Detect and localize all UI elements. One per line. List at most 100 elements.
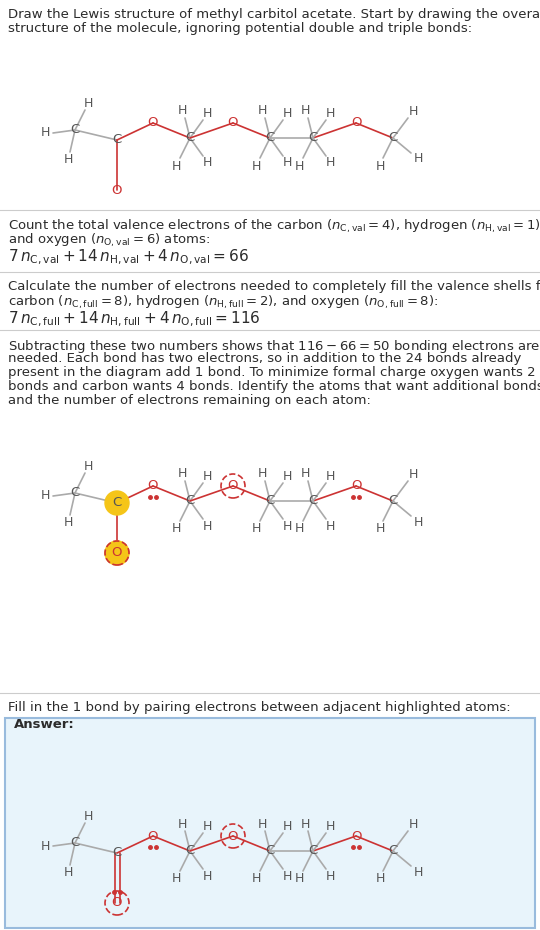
Bar [5, 718, 535, 928]
Text: O: O [351, 830, 361, 843]
Text: H: H [258, 468, 267, 481]
Text: H: H [300, 104, 309, 117]
Text: H: H [413, 153, 423, 166]
Text: H: H [177, 468, 187, 481]
Text: H: H [258, 817, 267, 830]
Text: H: H [171, 160, 181, 172]
Text: O: O [228, 480, 238, 493]
Text: C: C [70, 836, 79, 849]
Text: H: H [408, 818, 417, 831]
Text: C: C [70, 124, 79, 137]
Text: C: C [388, 131, 397, 144]
Text: H: H [300, 817, 309, 830]
Text: H: H [202, 108, 212, 121]
Text: C: C [265, 131, 275, 144]
Text: C: C [308, 844, 318, 857]
Text: O: O [148, 116, 158, 129]
Text: H: H [63, 153, 73, 166]
Text: H: H [325, 108, 335, 121]
Text: H: H [251, 872, 261, 885]
Text: H: H [300, 468, 309, 481]
Text: H: H [83, 460, 93, 473]
Text: H: H [294, 160, 303, 172]
Text: C: C [308, 495, 318, 508]
Text: H: H [83, 811, 93, 823]
Text: needed. Each bond has two electrons, so in addition to the 24 bonds already: needed. Each bond has two electrons, so … [8, 352, 522, 365]
Text: C: C [265, 844, 275, 857]
Text: C: C [185, 495, 194, 508]
Text: O: O [112, 547, 122, 560]
Text: C: C [70, 486, 79, 499]
Text: H: H [282, 108, 292, 121]
Text: H: H [375, 523, 384, 536]
Text: O: O [228, 116, 238, 129]
Text: O: O [351, 116, 361, 129]
Text: present in the diagram add 1 bond. To minimize formal charge oxygen wants 2: present in the diagram add 1 bond. To mi… [8, 366, 536, 379]
Text: H: H [282, 870, 292, 883]
Circle shape [105, 541, 129, 565]
Text: C: C [388, 495, 397, 508]
Text: H: H [325, 870, 335, 883]
Text: O: O [351, 480, 361, 493]
Text: and oxygen ($n_{\mathrm{O,val}} = 6$) atoms:: and oxygen ($n_{\mathrm{O,val}} = 6$) at… [8, 232, 210, 249]
Text: H: H [177, 817, 187, 830]
Circle shape [105, 491, 129, 515]
Text: H: H [202, 520, 212, 533]
Text: C: C [185, 131, 194, 144]
Text: bonds and carbon wants 4 bonds. Identify the atoms that want additional bonds: bonds and carbon wants 4 bonds. Identify… [8, 380, 540, 393]
Text: $7\,n_{\mathrm{C,full}} + 14\,n_{\mathrm{H,full}} + 4\,n_{\mathrm{O,full}} = 116: $7\,n_{\mathrm{C,full}} + 14\,n_{\mathrm… [8, 310, 261, 329]
Text: H: H [375, 872, 384, 885]
Text: C: C [185, 844, 194, 857]
Text: Answer:: Answer: [14, 718, 75, 731]
Text: H: H [325, 471, 335, 484]
Text: O: O [112, 183, 122, 196]
Text: H: H [63, 516, 73, 529]
Text: O: O [148, 830, 158, 843]
Text: H: H [63, 867, 73, 880]
Text: H: H [258, 104, 267, 117]
Text: H: H [251, 160, 261, 172]
Text: H: H [282, 520, 292, 533]
Text: C: C [112, 134, 122, 147]
Text: Fill in the 1 bond by pairing electrons between adjacent highlighted atoms:: Fill in the 1 bond by pairing electrons … [8, 701, 511, 714]
Text: H: H [83, 98, 93, 111]
Text: H: H [202, 820, 212, 833]
Text: H: H [413, 515, 423, 528]
Text: H: H [202, 156, 212, 169]
Text: O: O [148, 480, 158, 493]
Text: H: H [251, 523, 261, 536]
Text: H: H [325, 520, 335, 533]
Text: O: O [228, 830, 238, 843]
Text: H: H [408, 105, 417, 118]
Text: Draw the Lewis structure of methyl carbitol acetate. Start by drawing the overal: Draw the Lewis structure of methyl carbi… [8, 8, 540, 21]
Text: Calculate the number of electrons needed to completely fill the valence shells f: Calculate the number of electrons needed… [8, 280, 540, 293]
Text: H: H [325, 820, 335, 833]
Text: H: H [282, 156, 292, 169]
Text: C: C [265, 495, 275, 508]
Text: H: H [202, 471, 212, 484]
Text: H: H [294, 872, 303, 885]
Text: H: H [282, 471, 292, 484]
Text: H: H [282, 820, 292, 833]
Text: H: H [408, 469, 417, 482]
Text: $7\,n_{\mathrm{C,val}} + 14\,n_{\mathrm{H,val}} + 4\,n_{\mathrm{O,val}} = 66$: $7\,n_{\mathrm{C,val}} + 14\,n_{\mathrm{… [8, 248, 249, 267]
Text: H: H [171, 523, 181, 536]
Text: C: C [388, 844, 397, 857]
Text: structure of the molecule, ignoring potential double and triple bonds:: structure of the molecule, ignoring pote… [8, 22, 472, 35]
Text: carbon ($n_{\mathrm{C,full}} = 8$), hydrogen ($n_{\mathrm{H,full}} = 2$), and ox: carbon ($n_{\mathrm{C,full}} = 8$), hydr… [8, 294, 438, 312]
Text: H: H [294, 523, 303, 536]
Text: H: H [177, 104, 187, 117]
Text: C: C [308, 131, 318, 144]
Text: H: H [40, 489, 50, 502]
Text: C: C [112, 497, 122, 510]
Text: H: H [413, 866, 423, 879]
Text: Count the total valence electrons of the carbon ($n_{\mathrm{C,val}} = 4$), hydr: Count the total valence electrons of the… [8, 218, 540, 235]
Text: H: H [375, 160, 384, 172]
Text: H: H [202, 870, 212, 883]
Text: O: O [112, 897, 122, 910]
Text: Subtracting these two numbers shows that $116 - 66 = 50$ bonding electrons are: Subtracting these two numbers shows that… [8, 338, 540, 355]
Text: H: H [325, 156, 335, 169]
Text: H: H [40, 840, 50, 853]
Text: H: H [40, 126, 50, 140]
Text: and the number of electrons remaining on each atom:: and the number of electrons remaining on… [8, 394, 371, 407]
